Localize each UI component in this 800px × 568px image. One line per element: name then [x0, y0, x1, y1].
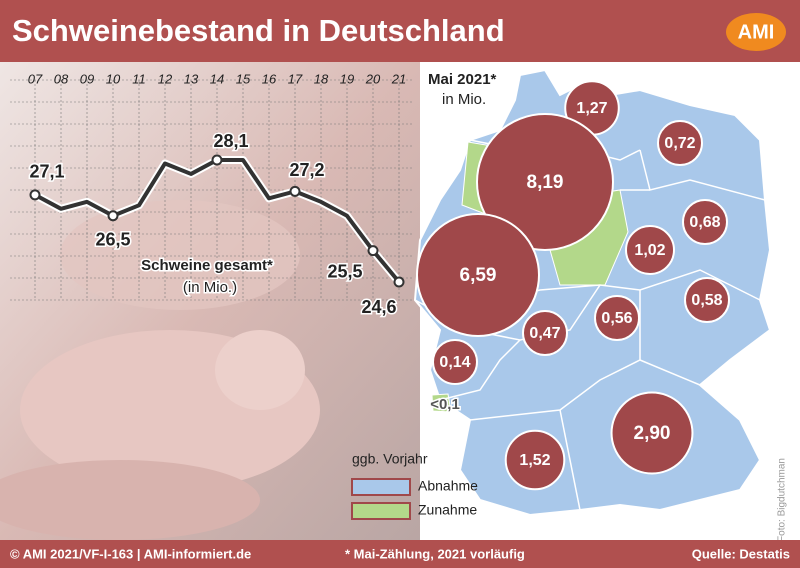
bubble-label: 8,19: [527, 172, 564, 193]
bubble: [657, 120, 703, 166]
bubble: [684, 277, 730, 323]
bubble: [432, 339, 478, 385]
bubble-label: 2,90: [634, 423, 671, 444]
data-point: [367, 245, 379, 257]
bubble-label: 6,59: [460, 265, 497, 286]
data-point: [211, 154, 223, 166]
bubble: [476, 113, 614, 251]
bubble-label: <0,1: [430, 396, 460, 413]
x-tick-label: 21: [391, 71, 406, 86]
series-label: Schweine gesamt*: [141, 257, 273, 274]
bubble-label: 0,72: [664, 135, 695, 152]
bubble: [416, 213, 540, 337]
x-tick-label: 16: [262, 71, 277, 86]
photo-pig: [0, 460, 260, 540]
data-label: 28,1: [213, 131, 248, 151]
map-title: Mai 2021*: [428, 71, 497, 88]
legend-label: Abnahme: [418, 478, 478, 494]
bubble: [625, 225, 675, 275]
data-point: [393, 276, 405, 288]
data-label: 24,6: [361, 297, 396, 317]
photo-credit: Foto: Bigdutchman: [777, 458, 788, 542]
data-point: [289, 185, 301, 197]
x-tick-label: 07: [28, 71, 43, 86]
unit-label: (in Mio.): [183, 279, 237, 296]
x-tick-label: 19: [340, 71, 354, 86]
data-label: 25,5: [327, 261, 362, 281]
bubble-label: 0,14: [439, 354, 470, 371]
data-label: 26,5: [95, 230, 130, 250]
title: Schweinebestand in Deutschland: [12, 13, 505, 48]
x-tick-label: 09: [80, 71, 94, 86]
data-label: 27,2: [289, 160, 324, 180]
x-tick-label: 17: [288, 71, 303, 86]
footer-right: Quelle: Destatis: [692, 546, 790, 561]
bubble: [504, 429, 566, 491]
legend-title: ggb. Vorjahr: [352, 451, 428, 467]
data-point: [107, 210, 119, 222]
header: [0, 0, 800, 62]
x-tick-label: 18: [314, 71, 329, 86]
bubble: [594, 295, 640, 341]
x-tick-label: 11: [132, 71, 146, 86]
bubble-label: 1,02: [634, 242, 665, 259]
x-tick-label: 12: [158, 71, 173, 86]
bubble-label: 0,47: [529, 325, 560, 342]
bubble-label: 0,56: [601, 310, 632, 327]
data-label: 27,1: [29, 162, 64, 182]
logo: AMI: [738, 21, 775, 43]
x-tick-label: 20: [365, 71, 381, 86]
bubble-label: 0,68: [689, 214, 720, 231]
bubble: [522, 310, 568, 356]
bubble-label: 1,27: [576, 100, 607, 117]
legend-swatch: [351, 502, 411, 520]
map-subtitle: in Mio.: [442, 91, 486, 108]
footer: [0, 540, 800, 568]
bubble-label: 0,58: [691, 292, 722, 309]
photo-pig: [215, 330, 305, 410]
legend-label: Zunahme: [418, 502, 477, 518]
x-tick-label: 10: [106, 71, 121, 86]
photo-pig: [60, 200, 300, 310]
legend-swatch: [351, 478, 411, 496]
bubble: [610, 391, 694, 475]
x-tick-label: 15: [236, 71, 251, 86]
data-point: [29, 189, 41, 201]
bubble: [682, 199, 728, 245]
logo-badge: [726, 13, 786, 51]
x-tick-label: 14: [210, 71, 224, 86]
footer-center: * Mai-Zählung, 2021 vorläufig: [345, 546, 525, 561]
x-tick-label: 08: [54, 71, 69, 86]
footer-left: © AMI 2021/VF-I-163 | AMI-informiert.de: [10, 546, 251, 561]
x-tick-label: 13: [184, 71, 199, 86]
bubble-label: 1,52: [519, 452, 550, 469]
